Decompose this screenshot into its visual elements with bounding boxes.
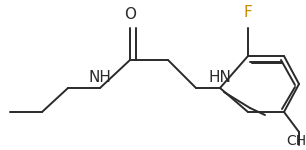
Text: F: F <box>244 5 252 20</box>
Text: O: O <box>124 7 136 22</box>
Text: NH: NH <box>88 70 111 85</box>
Text: CH₃: CH₃ <box>286 134 306 148</box>
Text: HN: HN <box>209 70 231 85</box>
